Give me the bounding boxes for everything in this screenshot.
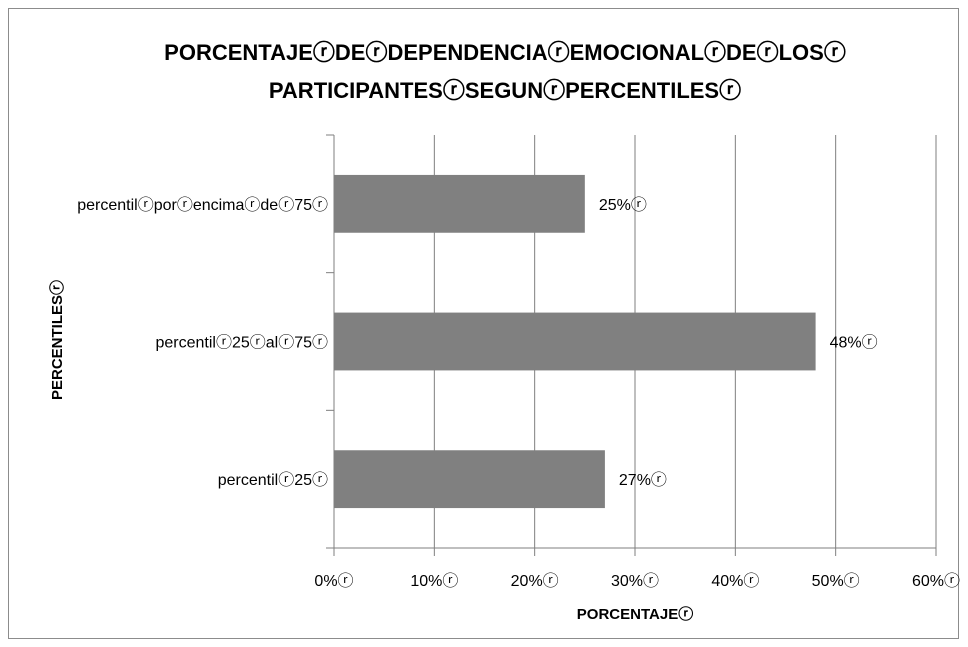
x-axis-title: PORCENTAJEⓡ [577, 605, 693, 623]
data-label: 27%ⓡ [619, 471, 667, 489]
x-tick-label: 30%ⓡ [611, 572, 659, 590]
bar [334, 450, 605, 509]
y-axis-title: PERCENTILESⓡ [48, 280, 66, 400]
x-tick-label: 0%ⓡ [314, 572, 353, 590]
data-label: 48%ⓡ [830, 334, 878, 352]
y-tick-label: percentilⓡporⓡencimaⓡdeⓡ75ⓡ [77, 196, 328, 214]
labels: 0%ⓡ 10%ⓡ 20%ⓡ 30%ⓡ 40%ⓡ 50%ⓡ 60%ⓡ percentilⓡpor… [77, 196, 960, 590]
x-tick-label: 20%ⓡ [511, 572, 559, 590]
chart-title-line-1: PORCENTAJEⓡDEⓡDEPENDENCIAⓡEMOCIONALⓡDEⓡL… [164, 40, 846, 65]
bars [334, 174, 816, 509]
bar [334, 174, 585, 233]
x-tick-label: 40%ⓡ [711, 572, 759, 590]
x-tick-label: 50%ⓡ [812, 572, 860, 590]
y-tick-label: percentilⓡ25ⓡ [218, 471, 328, 489]
bar [334, 312, 816, 371]
data-label: 25%ⓡ [599, 196, 647, 214]
x-tick-label: 60%ⓡ [912, 572, 960, 590]
chart-title-line-2: PARTICIPANTESⓡSEGUNⓡPERCENTILESⓡ [269, 78, 741, 103]
x-tick-label: 10%ⓡ [410, 572, 458, 590]
y-tick-label: percentilⓡ25ⓡalⓡ75ⓡ [155, 334, 328, 352]
